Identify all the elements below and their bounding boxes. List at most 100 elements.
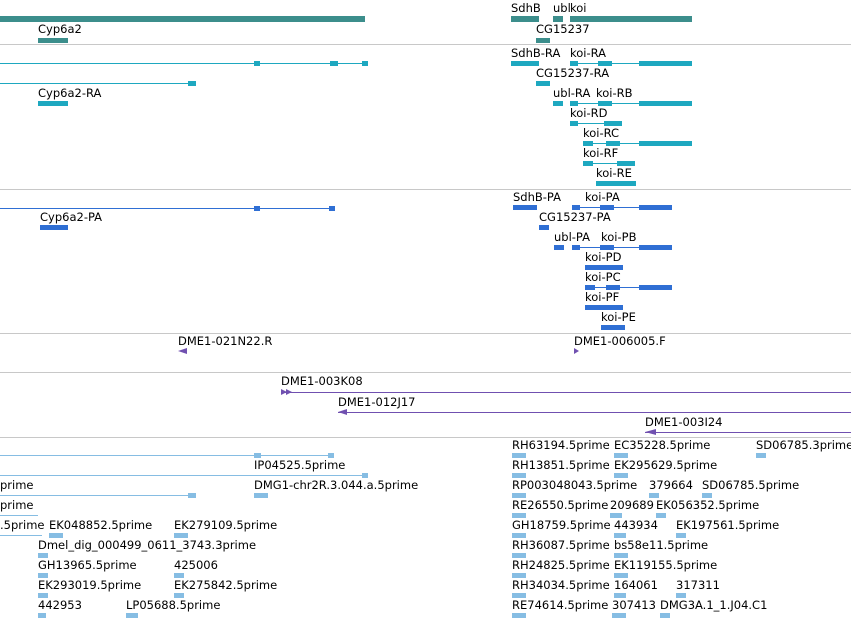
protein-koi-pb-exon[interactable] xyxy=(600,245,614,250)
protein-koi-pc-exon[interactable] xyxy=(606,285,620,290)
transcript-exon[interactable] xyxy=(188,81,196,86)
transcript-koi-ra-exon[interactable] xyxy=(639,61,692,66)
transcript-koi-rd-exon[interactable] xyxy=(604,121,622,126)
transcript-exon[interactable] xyxy=(362,61,368,66)
est-exon[interactable] xyxy=(656,513,666,518)
transcript-koi-rc-exon[interactable] xyxy=(606,141,620,146)
est-exon[interactable] xyxy=(38,553,48,558)
protein-ubl-pa-glyph[interactable] xyxy=(554,245,564,250)
transcript-koi-ra-exon[interactable] xyxy=(570,61,578,66)
est-exon[interactable] xyxy=(649,493,659,498)
gene-cyp6a2-small-glyph[interactable] xyxy=(38,38,68,43)
est-exon[interactable] xyxy=(49,533,63,538)
est-exon[interactable] xyxy=(512,593,526,598)
transcript-koi-rc-exon[interactable] xyxy=(583,141,593,146)
protein-koi-pa-exon[interactable] xyxy=(572,205,580,210)
transcript-ubl-ra-glyph[interactable] xyxy=(553,101,563,106)
transcript-intron-line xyxy=(0,63,368,64)
est-line[interactable] xyxy=(0,495,196,496)
bac-end-line[interactable] xyxy=(281,392,851,393)
est-line[interactable] xyxy=(0,455,334,456)
est-exon[interactable] xyxy=(614,453,628,458)
protein-koi-pd-glyph[interactable] xyxy=(585,265,623,270)
transcript-exon[interactable] xyxy=(254,61,260,66)
protein-koi-pa-exon[interactable] xyxy=(639,205,672,210)
est-exon[interactable] xyxy=(512,573,526,578)
est-exon[interactable] xyxy=(38,593,48,598)
est-exon[interactable] xyxy=(512,613,526,618)
transcript-koi-rc-exon[interactable] xyxy=(639,141,692,146)
est-exon[interactable] xyxy=(512,553,526,558)
est-label: Dmel_dig_000499_0611_3743.3prime xyxy=(38,538,257,552)
est-exon[interactable] xyxy=(610,513,622,518)
est-exon[interactable] xyxy=(126,613,138,618)
protein-koi-pc-exon[interactable] xyxy=(585,285,595,290)
protein-koi-pa-exon[interactable] xyxy=(600,205,614,210)
est-exon[interactable] xyxy=(614,533,626,538)
gene-cg15237-glyph[interactable] xyxy=(536,38,550,43)
est-line[interactable] xyxy=(0,515,38,516)
transcript-koi-rb-exon[interactable] xyxy=(639,101,692,106)
est-exon[interactable] xyxy=(676,533,686,538)
transcript-sdhb-ra-glyph[interactable] xyxy=(511,61,539,66)
est-exon[interactable] xyxy=(702,493,712,498)
est-exon[interactable] xyxy=(512,533,526,538)
gene-sdhb-glyph[interactable] xyxy=(511,16,539,22)
transcript-koi-rb-exon[interactable] xyxy=(570,101,578,106)
est-exon[interactable] xyxy=(38,613,46,618)
est-line[interactable] xyxy=(0,475,368,476)
transcript-koi-rf-exon[interactable] xyxy=(617,161,635,166)
est-label: RH36087.5prime xyxy=(512,538,610,552)
transcript-cg15237-ra-glyph[interactable] xyxy=(536,81,550,86)
est-exon[interactable] xyxy=(512,453,526,458)
transcript-exon[interactable] xyxy=(330,61,338,66)
bac-end-line[interactable] xyxy=(645,432,851,433)
bac-end-line[interactable] xyxy=(338,412,851,413)
gene-cyp6a2-glyph[interactable] xyxy=(0,16,365,22)
est-exon[interactable] xyxy=(512,473,526,478)
est-exon[interactable] xyxy=(38,573,48,578)
clone-arrow-right-icon[interactable] xyxy=(574,348,579,354)
transcript-koi-rb-exon[interactable] xyxy=(598,101,612,106)
protein-koi-pb-exon[interactable] xyxy=(639,245,672,250)
protein-cg15237-pa-glyph[interactable] xyxy=(539,225,549,230)
transcript-koi-re-glyph[interactable] xyxy=(596,181,636,186)
protein-cyp6a2-pa-glyph[interactable] xyxy=(40,225,68,230)
est-exon[interactable] xyxy=(612,613,626,618)
est-line[interactable] xyxy=(0,535,42,536)
est-exon[interactable] xyxy=(756,453,766,458)
protein-koi-pb-exon[interactable] xyxy=(572,245,580,250)
transcript-cyp6a2-ra-glyph[interactable] xyxy=(38,101,68,106)
est-exon[interactable] xyxy=(614,553,628,558)
est-exon[interactable] xyxy=(512,513,526,518)
est-label: EK048852.5prime xyxy=(49,518,153,532)
protein-sdhb-pa-glyph[interactable] xyxy=(513,205,537,210)
est-exon[interactable] xyxy=(254,493,268,498)
protein-koi-pf-glyph[interactable] xyxy=(585,305,623,310)
est-exon[interactable] xyxy=(174,533,188,538)
clone-arrow-left-icon[interactable] xyxy=(178,348,187,354)
est-label: EC35228.5prime xyxy=(614,438,711,452)
est-exon[interactable] xyxy=(676,593,686,598)
est-exon[interactable] xyxy=(512,493,526,498)
est-exon[interactable] xyxy=(614,473,628,478)
est-label: EK119155.5prime xyxy=(614,558,718,572)
gene-ubl-glyph[interactable] xyxy=(553,16,563,22)
est-exon[interactable] xyxy=(614,593,626,598)
transcript-koi-ra-exon[interactable] xyxy=(598,61,612,66)
est-label: RH63194.5prime xyxy=(512,438,610,452)
transcript-koi-rd-exon[interactable] xyxy=(570,121,578,126)
gene-koi-glyph[interactable] xyxy=(570,16,692,22)
est-label: 442953 xyxy=(38,598,82,612)
est-exon[interactable] xyxy=(614,573,628,578)
est-exon[interactable] xyxy=(174,593,184,598)
transcript-koi-rf-exon[interactable] xyxy=(583,161,593,166)
protein-exon[interactable] xyxy=(254,206,260,211)
est-exon[interactable] xyxy=(174,573,184,578)
protein-koi-pc-exon[interactable] xyxy=(639,285,672,290)
est-exon[interactable] xyxy=(660,613,670,618)
protein-koi-pe-glyph[interactable] xyxy=(601,325,625,330)
protein-exon[interactable] xyxy=(329,206,335,211)
transcript-label-ubl-ra: ubl-RA xyxy=(553,86,591,100)
